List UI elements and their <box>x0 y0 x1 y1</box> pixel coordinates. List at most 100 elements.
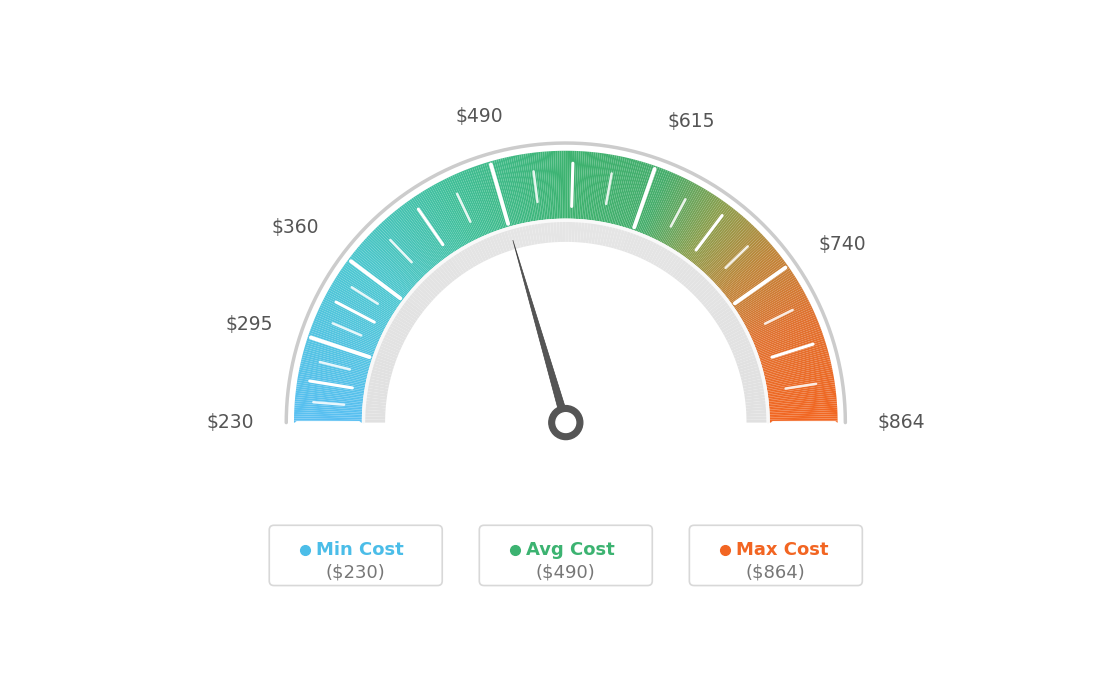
Wedge shape <box>696 281 714 299</box>
Wedge shape <box>732 264 788 306</box>
Wedge shape <box>349 257 404 300</box>
Wedge shape <box>379 339 401 351</box>
Wedge shape <box>296 393 363 402</box>
Wedge shape <box>733 268 790 308</box>
Wedge shape <box>631 166 656 230</box>
Wedge shape <box>316 315 379 343</box>
Wedge shape <box>745 404 769 408</box>
Wedge shape <box>506 227 516 250</box>
Wedge shape <box>734 270 792 309</box>
Wedge shape <box>616 227 626 250</box>
Wedge shape <box>369 366 392 375</box>
Wedge shape <box>415 195 454 253</box>
Wedge shape <box>746 416 769 420</box>
Wedge shape <box>550 219 554 242</box>
Wedge shape <box>381 333 404 346</box>
Wedge shape <box>651 176 681 238</box>
Wedge shape <box>749 301 810 333</box>
Wedge shape <box>335 279 393 316</box>
Wedge shape <box>769 420 838 422</box>
Wedge shape <box>769 404 837 410</box>
Wedge shape <box>304 349 370 368</box>
Wedge shape <box>656 179 688 240</box>
Wedge shape <box>365 382 389 388</box>
Wedge shape <box>370 363 393 372</box>
Wedge shape <box>294 410 362 415</box>
Wedge shape <box>500 228 510 252</box>
Wedge shape <box>476 238 489 260</box>
Wedge shape <box>593 153 604 221</box>
Wedge shape <box>730 336 752 348</box>
Wedge shape <box>482 235 493 258</box>
Wedge shape <box>769 416 838 420</box>
Wedge shape <box>374 351 396 362</box>
Wedge shape <box>340 270 397 309</box>
Wedge shape <box>705 293 725 310</box>
Wedge shape <box>726 330 749 343</box>
Wedge shape <box>551 151 556 219</box>
Wedge shape <box>608 224 616 248</box>
Wedge shape <box>481 164 505 228</box>
Wedge shape <box>681 266 698 285</box>
Wedge shape <box>657 179 689 241</box>
Wedge shape <box>679 197 719 254</box>
Wedge shape <box>424 190 460 249</box>
Wedge shape <box>436 264 453 284</box>
Wedge shape <box>710 300 731 317</box>
Wedge shape <box>502 158 520 224</box>
Wedge shape <box>762 349 828 368</box>
Wedge shape <box>454 174 484 237</box>
Wedge shape <box>298 372 365 386</box>
Wedge shape <box>740 368 763 377</box>
Wedge shape <box>296 386 363 397</box>
Wedge shape <box>744 292 805 326</box>
Wedge shape <box>308 335 373 358</box>
Wedge shape <box>684 201 725 257</box>
Wedge shape <box>662 250 678 272</box>
Text: Min Cost: Min Cost <box>316 541 403 559</box>
Wedge shape <box>411 288 431 305</box>
Wedge shape <box>521 223 529 246</box>
Wedge shape <box>298 374 365 388</box>
Wedge shape <box>429 186 465 246</box>
Wedge shape <box>295 395 363 404</box>
Wedge shape <box>766 370 832 384</box>
Wedge shape <box>700 217 745 270</box>
Wedge shape <box>643 170 670 234</box>
Wedge shape <box>673 192 711 250</box>
Wedge shape <box>438 181 471 242</box>
Wedge shape <box>634 166 658 230</box>
Text: Max Cost: Max Cost <box>735 541 828 559</box>
Wedge shape <box>595 153 606 221</box>
Wedge shape <box>688 205 731 261</box>
Wedge shape <box>735 272 793 310</box>
Wedge shape <box>567 151 570 219</box>
Polygon shape <box>513 240 570 424</box>
Wedge shape <box>626 163 648 228</box>
Wedge shape <box>300 361 368 378</box>
Wedge shape <box>337 275 394 313</box>
Wedge shape <box>321 301 383 333</box>
Wedge shape <box>530 153 540 221</box>
Wedge shape <box>618 160 637 226</box>
Wedge shape <box>710 230 760 279</box>
Wedge shape <box>608 157 625 224</box>
Wedge shape <box>450 176 480 238</box>
Wedge shape <box>725 253 779 297</box>
Wedge shape <box>294 412 362 416</box>
Wedge shape <box>652 244 667 266</box>
Wedge shape <box>768 391 836 400</box>
Text: ($490): ($490) <box>535 564 596 582</box>
Wedge shape <box>323 297 385 330</box>
Wedge shape <box>688 272 705 291</box>
Wedge shape <box>361 243 413 289</box>
Wedge shape <box>401 205 444 261</box>
Wedge shape <box>310 328 374 353</box>
Wedge shape <box>696 213 741 266</box>
Wedge shape <box>690 274 708 293</box>
Wedge shape <box>611 225 619 248</box>
Wedge shape <box>736 353 758 364</box>
Wedge shape <box>362 413 385 417</box>
Wedge shape <box>754 319 818 346</box>
Circle shape <box>549 406 583 440</box>
